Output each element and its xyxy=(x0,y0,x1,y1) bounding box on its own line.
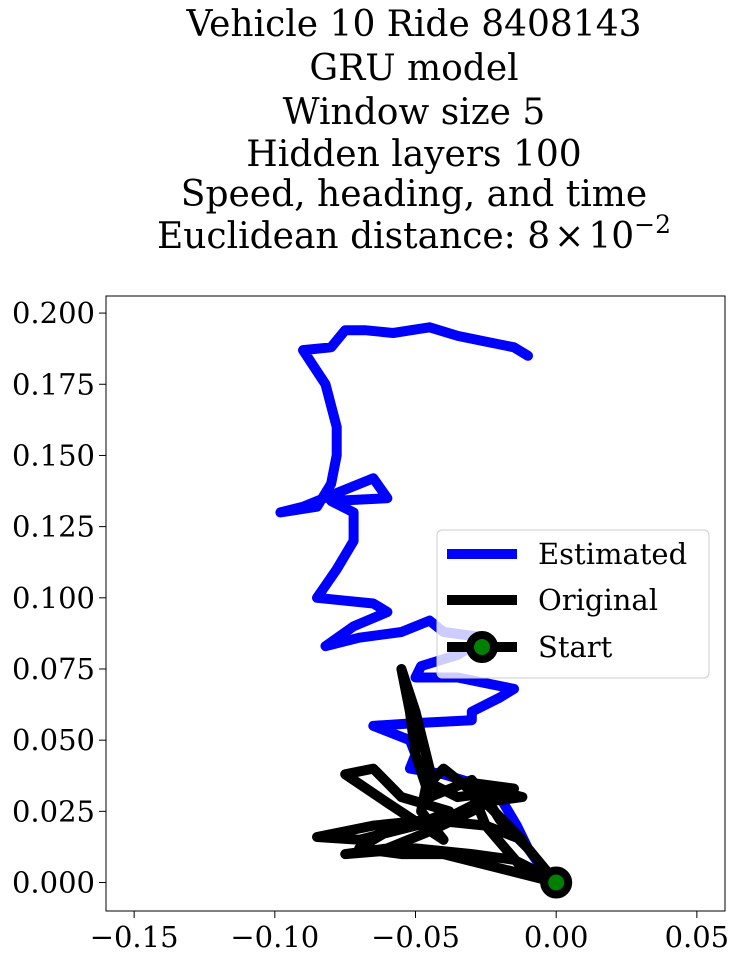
title-euclidean-prefix: Euclidean distance: xyxy=(157,216,527,257)
x-tick-label: −0.10 xyxy=(230,920,319,954)
title-base: 10 xyxy=(588,216,634,257)
legend-original-label: Original xyxy=(538,583,658,617)
legend: Estimated Original Start xyxy=(436,529,710,679)
title-line-6: Euclidean distance: 8 × 10−2 xyxy=(157,210,671,257)
title-line-5: Speed, heading, and time xyxy=(181,174,647,215)
y-tick-label: 0.175 xyxy=(12,367,95,401)
y-tick-label: 0.100 xyxy=(12,581,95,615)
x-tick-label: 0.00 xyxy=(524,920,589,954)
legend-estimated-label: Estimated xyxy=(538,537,687,571)
title-line-2: GRU model xyxy=(309,48,518,89)
y-tick-label: 0.075 xyxy=(12,652,95,686)
start-marker xyxy=(540,866,573,899)
series-original-line xyxy=(312,664,562,888)
legend-frame xyxy=(436,529,710,679)
x-axis: −0.15 −0.10 −0.05 0.00 0.05 xyxy=(90,911,729,954)
x-tick-label: −0.05 xyxy=(371,920,460,954)
legend-start-marker xyxy=(466,631,498,663)
y-tick-label: 0.150 xyxy=(12,438,95,472)
y-axis: 0.000 0.025 0.050 0.075 0.100 0.125 0.150 0.175… xyxy=(12,296,106,900)
series-layer xyxy=(275,322,562,888)
title-line-4: Hidden layers 100 xyxy=(246,134,581,175)
title-mantissa: 8 xyxy=(527,216,550,257)
marker-layer xyxy=(540,866,573,899)
title-times: × xyxy=(554,216,584,257)
title-exponent: −2 xyxy=(634,210,671,239)
legend-start-label: Start xyxy=(538,630,613,664)
y-tick-label: 0.200 xyxy=(12,296,95,330)
x-tick-label: −0.15 xyxy=(90,920,179,954)
y-tick-label: 0.050 xyxy=(12,723,95,757)
chart-title: Vehicle 10 Ride 8408143 GRU model Window… xyxy=(157,4,671,257)
title-line-1: Vehicle 10 Ride 8408143 xyxy=(185,4,641,45)
y-tick-label: 0.025 xyxy=(12,794,95,828)
title-line-3: Window size 5 xyxy=(283,92,546,133)
y-tick-label: 0.125 xyxy=(12,510,95,544)
y-tick-label: 0.000 xyxy=(12,866,95,900)
x-tick-label: 0.05 xyxy=(665,920,730,954)
